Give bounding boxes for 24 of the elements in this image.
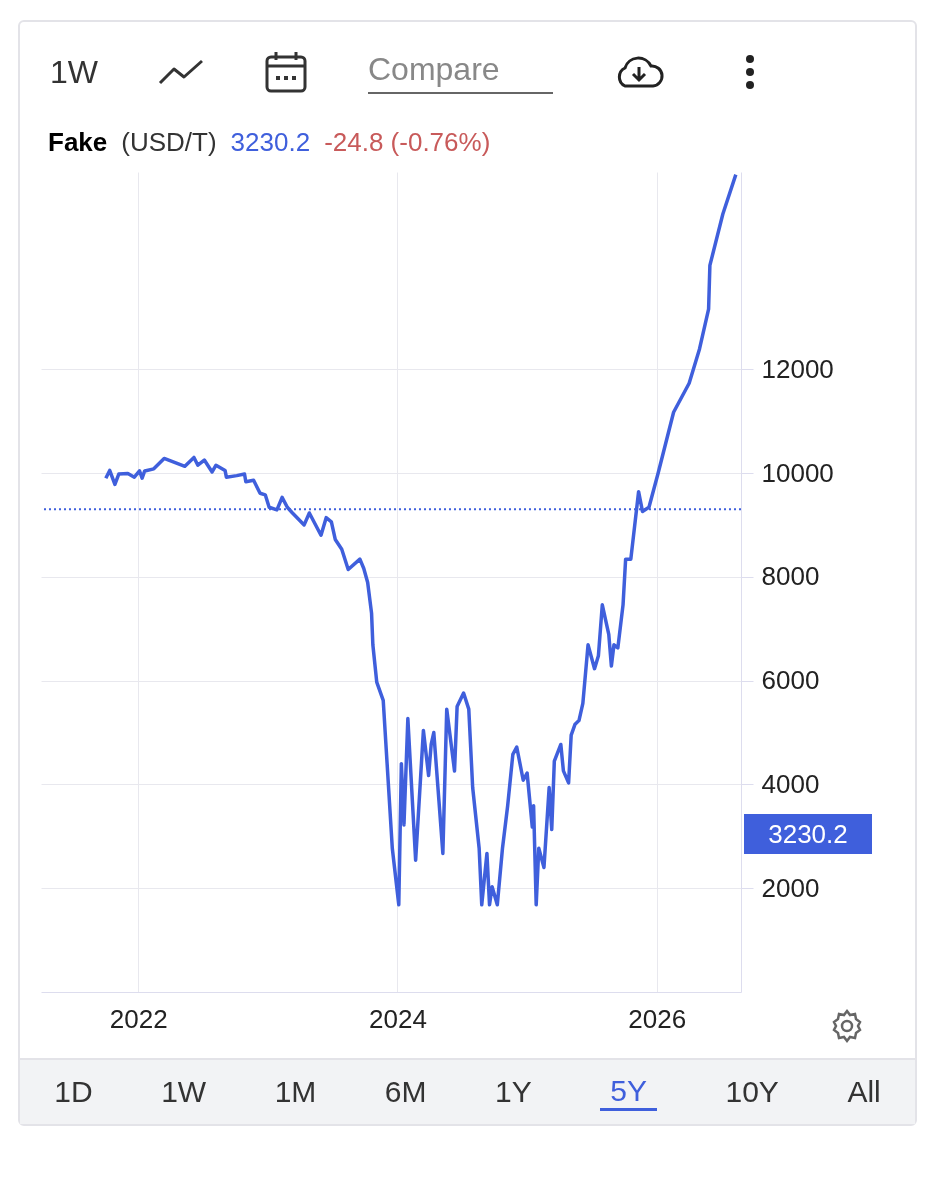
text: Compare bbox=[368, 50, 553, 94]
y-tick-label: 12000 bbox=[761, 353, 834, 384]
text: 3230.2 bbox=[744, 814, 872, 854]
y-tick-label: 6000 bbox=[761, 665, 820, 696]
x-tick-label: 2022 bbox=[109, 1003, 168, 1034]
chart-title: Fake bbox=[48, 126, 108, 158]
text: -24.8 (-0.76%) bbox=[324, 126, 491, 158]
y-tick-label: 4000 bbox=[761, 768, 820, 799]
text: 1W bbox=[161, 1075, 207, 1109]
text: 10Y bbox=[725, 1075, 779, 1109]
y-tick-label: 10000 bbox=[761, 457, 834, 488]
text: (USD/T) bbox=[121, 126, 217, 158]
text: 1Y bbox=[495, 1075, 532, 1109]
text: 1M bbox=[274, 1075, 317, 1109]
text: 5Y bbox=[600, 1073, 657, 1111]
text: All bbox=[847, 1075, 881, 1109]
y-tick-label: 8000 bbox=[761, 561, 820, 592]
text: 6M bbox=[384, 1075, 427, 1109]
y-tick-label: 2000 bbox=[761, 872, 820, 903]
x-tick-label: 2026 bbox=[628, 1003, 687, 1034]
x-tick-label: 2024 bbox=[369, 1003, 427, 1034]
text: 3230.2 bbox=[230, 126, 311, 158]
text: 1W bbox=[50, 53, 98, 91]
text: 1D bbox=[54, 1075, 93, 1109]
